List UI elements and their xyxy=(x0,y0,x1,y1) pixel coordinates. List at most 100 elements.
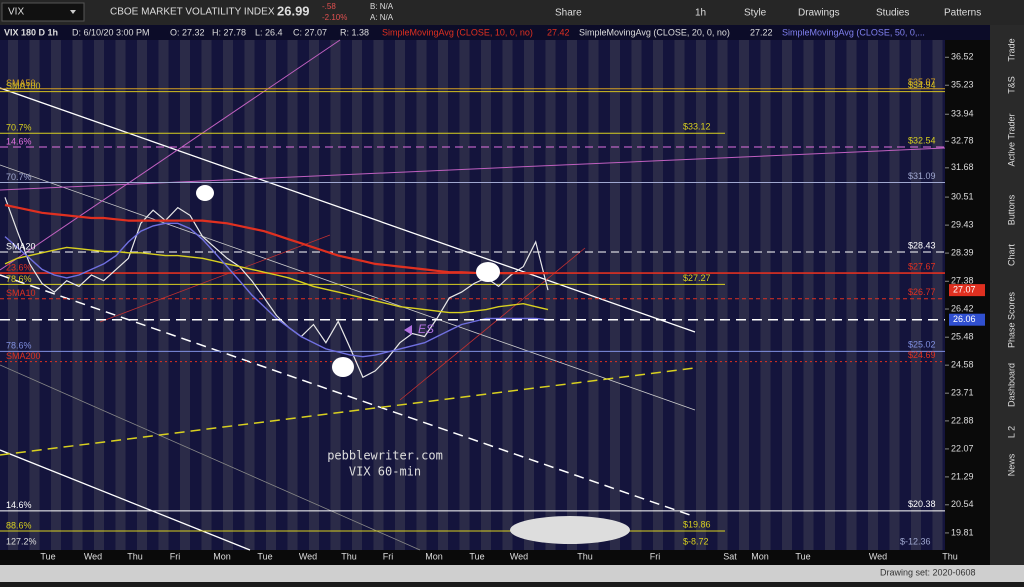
y-tick-label: 31.68 xyxy=(951,162,974,172)
level-label: $34.94 xyxy=(908,80,936,90)
open: O: 27.32 xyxy=(170,27,205,37)
info: VIX 180 D 1h D: 6/10/20 3:00 PM O: 27.32… xyxy=(4,27,925,37)
y-tick-label: 36.52 xyxy=(951,52,974,62)
x-tick-label: Thu xyxy=(127,551,143,561)
level-label: $31.09 xyxy=(908,171,936,181)
price-marker xyxy=(949,313,985,326)
marker-ellipse xyxy=(476,262,500,282)
session-stripe xyxy=(266,40,276,550)
date: D: 6/10/20 3:00 PM xyxy=(72,27,150,37)
range: R: 1.38 xyxy=(340,27,369,37)
y-tick-label: 33.94 xyxy=(951,109,974,119)
session-stripe xyxy=(8,40,18,550)
trendline xyxy=(99,234,331,323)
sidebar-tab[interactable]: Dashboard xyxy=(1006,363,1016,407)
level-label: $32.54 xyxy=(908,135,936,145)
trendline xyxy=(0,364,421,551)
share-button[interactable]: Share xyxy=(555,8,582,19)
symbol-box[interactable] xyxy=(1,2,85,22)
x-tick-label: Wed xyxy=(299,551,317,561)
sidebar-tab[interactable]: Active Trader xyxy=(1006,113,1016,166)
sidebar-tab[interactable]: T&S xyxy=(1006,76,1016,94)
patterns-button[interactable]: Patterns xyxy=(944,8,981,19)
y-tick-label: 19.81 xyxy=(951,527,974,537)
price-marker xyxy=(949,284,985,297)
series-line xyxy=(4,203,548,275)
interval-button[interactable]: 1h xyxy=(695,8,706,19)
session-stripe xyxy=(115,40,126,550)
y-tick-label: 29.43 xyxy=(951,219,974,229)
level-label: $27.67 xyxy=(908,261,936,271)
sidebar-tab[interactable]: Chart xyxy=(1006,244,1016,267)
sma50: SimpleMovingAvg (CLOSE, 50, 0,... xyxy=(782,27,925,37)
trendline xyxy=(0,147,946,191)
session-stripe xyxy=(696,40,706,550)
sidebar-tab[interactable]: News xyxy=(1006,453,1016,476)
y-tick-label: 20.54 xyxy=(951,499,974,509)
session-stripe xyxy=(631,40,642,550)
y-tick-label: 24.58 xyxy=(951,360,974,370)
marker-ellipse xyxy=(332,357,354,377)
sidebar xyxy=(990,25,1024,565)
studies-button[interactable]: Studies xyxy=(876,8,909,19)
sidebar-tab[interactable]: L 2 xyxy=(1006,426,1016,438)
x-tick-label: Mon xyxy=(751,551,769,561)
level-tag: 70.7% xyxy=(6,123,32,133)
level-tag: SMA100 xyxy=(6,81,41,91)
session-stripe xyxy=(502,40,513,550)
session-stripe xyxy=(309,40,319,550)
session-stripe xyxy=(739,40,749,550)
y-tick-label: 23.71 xyxy=(951,388,974,398)
y-tick-label: 22.07 xyxy=(951,443,974,453)
sidebar-tab[interactable]: Phase Scores xyxy=(1006,291,1016,348)
session-stripe xyxy=(438,40,448,550)
sidebar-tab[interactable]: Buttons xyxy=(1006,194,1016,225)
session-stripe xyxy=(137,40,147,550)
session-stripe xyxy=(330,40,341,550)
description: CBOE MARKET VOLATILITY INDEX xyxy=(110,7,275,18)
x-tick-label: Fri xyxy=(170,551,181,561)
session-stripe xyxy=(545,40,556,550)
ask: A: N/A xyxy=(370,13,394,22)
site-label: pebblewriter.com xyxy=(327,449,443,463)
trendline xyxy=(0,87,696,333)
sidebar-tab[interactable]: Trade xyxy=(1006,38,1016,61)
x-tick-label: Wed xyxy=(510,551,528,561)
level-label: $19.86 xyxy=(683,519,711,529)
fib-tag: 127.2% xyxy=(6,536,37,546)
session-stripe xyxy=(889,40,900,550)
y-tick-label: 21.29 xyxy=(951,471,974,481)
level-tag: SMA50 xyxy=(6,78,36,88)
trendline xyxy=(0,449,251,551)
x-tick-label: Thu xyxy=(341,551,357,561)
trendline xyxy=(0,39,341,271)
session-stripe xyxy=(846,40,857,550)
session-stripe xyxy=(932,40,943,550)
session-stripe xyxy=(352,40,362,550)
y-tick-label: 22.88 xyxy=(951,415,974,425)
x-tick-label: Thu xyxy=(942,551,958,561)
session-stripe xyxy=(653,40,663,550)
level-tag: SMA10 xyxy=(6,288,36,298)
x-tick-label: Fri xyxy=(650,551,661,561)
session-stripe xyxy=(674,40,685,550)
level-label: $20.38 xyxy=(908,499,936,509)
session-stripe xyxy=(201,40,212,550)
session-stripe xyxy=(72,40,83,550)
session-stripe xyxy=(395,40,405,550)
last-price: 26.99 xyxy=(277,3,310,18)
level-label: $35.07 xyxy=(908,77,936,87)
level-label: $27.27 xyxy=(683,273,711,283)
style-button[interactable]: Style xyxy=(744,8,767,19)
drawings-button[interactable]: Drawings xyxy=(798,8,840,19)
sma20-value: 27.22 xyxy=(750,27,773,37)
low: L: 26.4 xyxy=(255,27,283,37)
sma10: SimpleMovingAvg (CLOSE, 10, 0, no) xyxy=(382,27,533,37)
es-label: ES xyxy=(418,322,434,336)
y-tick-label: 35.23 xyxy=(951,80,974,90)
x-tick-label: Wed xyxy=(869,551,887,561)
session-stripe xyxy=(244,40,255,550)
trendline xyxy=(0,367,696,456)
session-stripe xyxy=(717,40,728,550)
session-stripe xyxy=(51,40,61,550)
